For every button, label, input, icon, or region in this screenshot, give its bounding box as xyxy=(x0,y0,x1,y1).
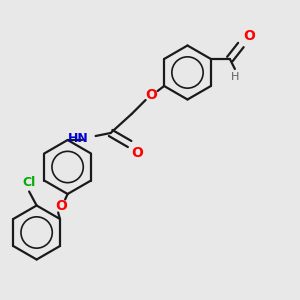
Text: HN: HN xyxy=(68,131,88,145)
Text: O: O xyxy=(243,29,255,43)
Text: H: H xyxy=(231,72,240,82)
Text: Cl: Cl xyxy=(22,176,36,188)
Text: O: O xyxy=(56,200,68,214)
Text: O: O xyxy=(146,88,158,102)
Text: O: O xyxy=(132,146,143,160)
